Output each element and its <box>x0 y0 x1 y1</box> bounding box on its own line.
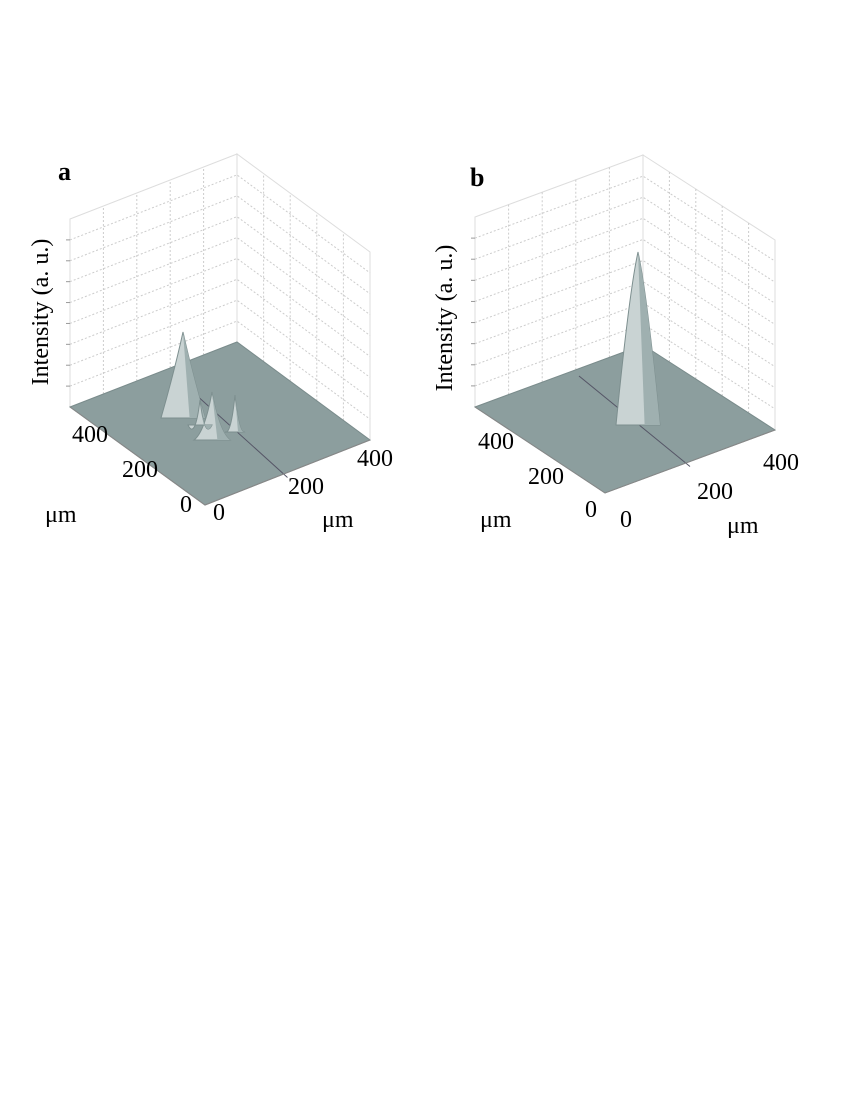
grid-line <box>69 320 371 420</box>
tick-label: 400 <box>763 450 799 476</box>
panel: b Intensity (a. u.) 400 200 0 μm 0 200 400 μm <box>432 154 799 539</box>
tick-label: 200 <box>697 479 733 505</box>
z-axis-label: Intensity (a. u.) <box>28 239 54 386</box>
tick-label: 0 <box>213 500 225 526</box>
tick-label: 400 <box>478 429 514 455</box>
axis-unit: μm <box>322 507 354 533</box>
tick-label: 0 <box>180 492 192 518</box>
peak-shade <box>212 392 230 440</box>
tick-label: 200 <box>528 464 564 490</box>
grid-line <box>69 236 371 336</box>
z-axis-label: Intensity (a. u.) <box>432 245 458 392</box>
grid-line <box>69 195 371 295</box>
peak-shade <box>183 332 205 418</box>
tick-label: 0 <box>620 507 632 533</box>
grid-line <box>69 174 371 274</box>
tick-label: 400 <box>72 422 108 448</box>
tick-label: 400 <box>357 446 393 472</box>
axis-unit: μm <box>45 502 77 528</box>
axis-unit: μm <box>480 507 512 533</box>
grid-line <box>69 299 371 399</box>
panel: a Intensity (a. u.) 400 200 0 μm 0 200 400 μm <box>28 153 393 533</box>
peak-shade <box>200 400 212 430</box>
axis-edge <box>69 406 371 506</box>
grid-line <box>69 216 371 316</box>
tick-label: 0 <box>585 497 597 523</box>
panel-label: b <box>470 163 484 192</box>
grid-line <box>69 278 371 378</box>
peak-shade <box>638 252 660 425</box>
axis-unit: μm <box>727 513 759 539</box>
panel-label: a <box>58 157 71 186</box>
grid-line <box>69 257 371 357</box>
peak-shade <box>235 395 245 433</box>
axis-edge <box>474 406 776 494</box>
tick-label: 200 <box>122 457 158 483</box>
tick-label: 200 <box>288 474 324 500</box>
